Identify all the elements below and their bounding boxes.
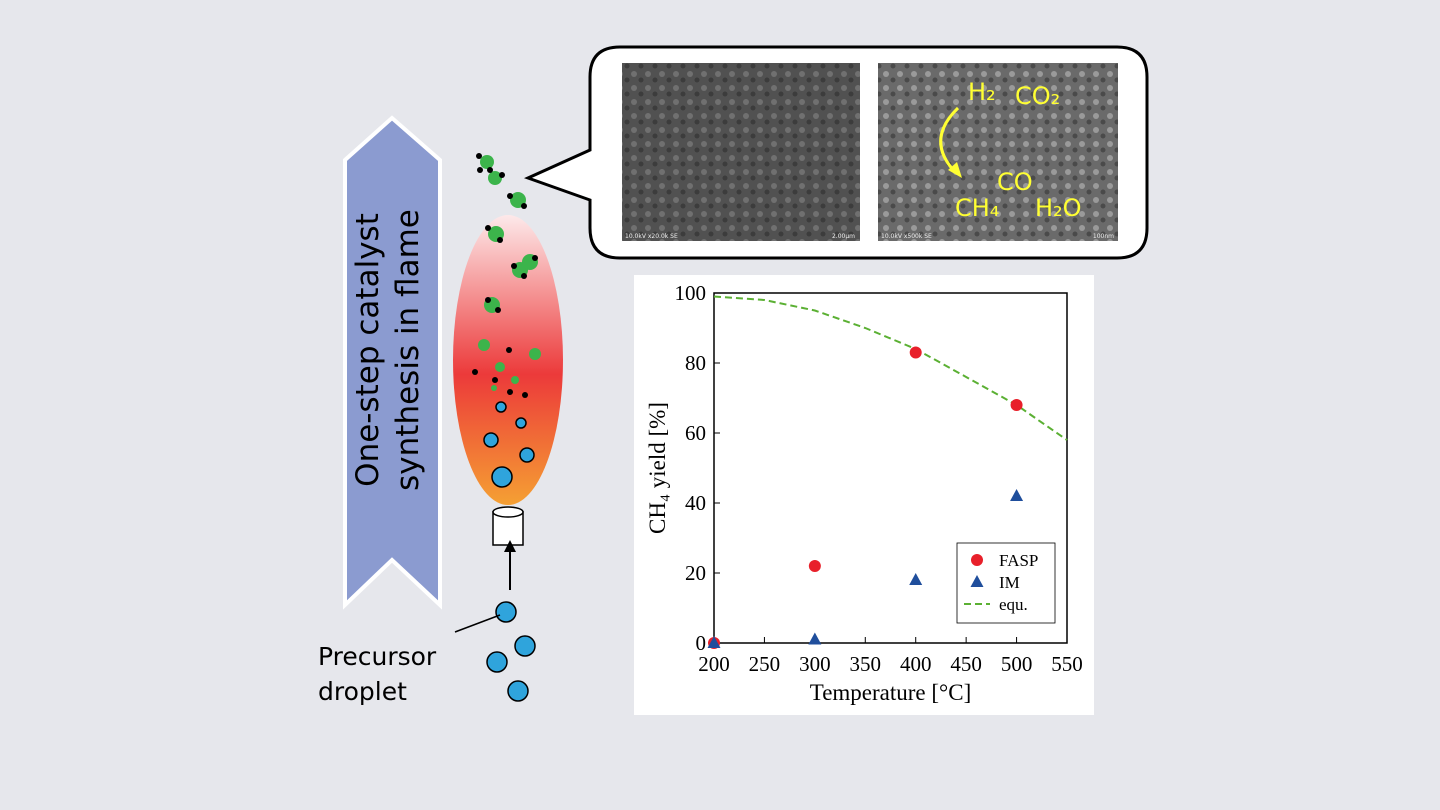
legend-swatch — [970, 575, 984, 587]
arrow-text: One-step catalyst — [350, 213, 386, 487]
y-tick-label: 80 — [685, 351, 706, 375]
data-point — [808, 632, 822, 645]
legend-label: FASP — [999, 551, 1038, 570]
particles — [472, 153, 541, 398]
species: H₂ — [968, 78, 996, 106]
x-tick-label: 500 — [1001, 652, 1033, 676]
species: CO₂ — [1015, 82, 1060, 110]
sem-image — [878, 63, 1118, 241]
data-point — [909, 573, 923, 585]
legend-label: IM — [999, 573, 1020, 592]
data-point — [909, 346, 922, 359]
sem-image — [622, 63, 860, 241]
equilibrium-line — [713, 295, 1068, 441]
sem-scale: 100nm — [1093, 233, 1114, 240]
plot-frame — [713, 292, 1068, 644]
x-tick-label: 300 — [799, 652, 831, 676]
sem-info: 10.0kV x500k SE — [881, 233, 932, 240]
x-tick-label: 450 — [950, 652, 982, 676]
x-tick-label: 400 — [900, 652, 932, 676]
sem-scale: 2.00μm — [832, 233, 855, 240]
arrow-text: synthesis in flame — [390, 209, 426, 491]
y-tick-label: 40 — [685, 491, 706, 515]
data-point — [1010, 489, 1024, 501]
nozzle — [492, 506, 524, 546]
data-point — [707, 636, 721, 648]
y-tick-label: 60 — [685, 421, 706, 445]
x-tick-label: 250 — [749, 652, 781, 676]
data-point — [1010, 399, 1023, 411]
legend-swatch — [971, 554, 983, 566]
species: CH₄ — [955, 194, 999, 222]
droplet-label: droplet — [318, 677, 407, 706]
x-axis-label: Temperature [°C] — [810, 680, 971, 705]
flame — [453, 215, 563, 505]
x-tick-label: 200 — [698, 652, 730, 676]
y-tick-label: 20 — [685, 561, 706, 585]
species: H₂O — [1035, 194, 1082, 222]
reaction-arrow — [939, 106, 960, 174]
legend-label: equ. — [999, 595, 1028, 614]
flow-arrow-head — [504, 540, 516, 552]
y-tick-label: 0 — [696, 631, 707, 655]
y-axis-label: CH₄ yield [%] — [645, 402, 670, 534]
sem-info: 10.0kV x20.0k SE — [625, 233, 678, 240]
sem-shade — [622, 63, 860, 241]
droplet-label: Precursor — [318, 642, 437, 671]
x-tick-label: 350 — [850, 652, 882, 676]
arrow — [343, 115, 442, 610]
species: CO — [997, 168, 1033, 196]
reaction-arrow-head — [948, 162, 962, 178]
label-line — [454, 614, 501, 633]
data-point — [808, 560, 821, 572]
y-tick-label: 100 — [675, 281, 707, 305]
x-tick-label: 550 — [1051, 652, 1083, 676]
chart: 200 250 300 350 400 450 500 550 0 20 40 60 80 100 Temp… — [645, 281, 1083, 705]
droplets — [483, 401, 536, 702]
